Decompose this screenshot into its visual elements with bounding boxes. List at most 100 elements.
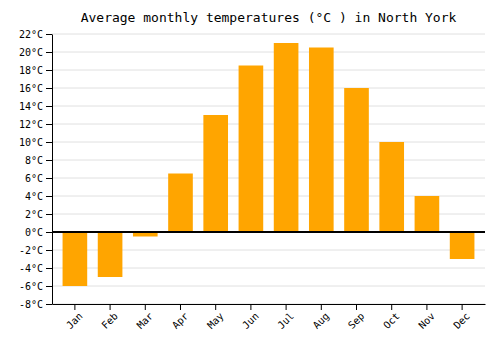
y-tick-mark — [46, 52, 52, 53]
x-tick: Jan — [64, 304, 85, 331]
bar — [415, 196, 440, 232]
y-tick-mark — [46, 268, 52, 269]
x-tick-mark — [286, 304, 287, 310]
x-tick-mark — [462, 304, 463, 310]
x-tick-label: Apr — [170, 310, 191, 331]
x-tick-mark — [145, 304, 146, 310]
bar — [379, 142, 404, 232]
y-tick-label: -6°C — [19, 281, 43, 292]
x-tick-label: Jul — [275, 310, 296, 331]
y-tick: 0°C — [25, 227, 52, 238]
y-axis: -8°C-6°C-4°C-2°C0°C2°C4°C6°C8°C10°C12°C1… — [19, 29, 53, 310]
y-tick: 18°C — [19, 65, 52, 76]
y-tick: 20°C — [19, 47, 52, 58]
bar — [274, 43, 299, 232]
x-tick: Dec — [451, 304, 472, 331]
x-tick: Jun — [240, 304, 261, 331]
x-tick: Sep — [346, 304, 367, 331]
y-tick-label: 8°C — [25, 155, 43, 166]
grid-line — [52, 304, 485, 305]
y-tick-mark — [46, 214, 52, 215]
grid-line — [52, 142, 485, 143]
y-tick-mark — [46, 304, 52, 305]
chart: -8°C-6°C-4°C-2°C0°C2°C4°C6°C8°C10°C12°C1… — [0, 0, 500, 350]
x-tick-label: Oct — [381, 310, 402, 331]
bar — [168, 174, 193, 233]
x-axis-line — [53, 304, 486, 305]
y-tick-mark — [46, 70, 52, 71]
bar — [344, 88, 369, 232]
x-tick-label: Mar — [135, 310, 156, 331]
y-tick-mark — [46, 196, 52, 197]
y-tick-label: 6°C — [25, 173, 43, 184]
x-tick-mark — [110, 304, 111, 310]
y-tick-mark — [46, 250, 52, 251]
bar — [450, 232, 475, 259]
title: Average monthly temperatures (°C ) in No… — [81, 10, 457, 25]
x-tick: Aug — [311, 304, 332, 331]
zero-line — [52, 231, 485, 233]
y-tick-label: 14°C — [19, 101, 43, 112]
x-tick-label: Dec — [451, 310, 472, 331]
x-tick-mark — [250, 304, 251, 310]
y-tick: -4°C — [19, 263, 52, 274]
y-axis-line — [52, 35, 53, 305]
x-tick-label: Feb — [99, 310, 120, 331]
y-tick: 22°C — [19, 29, 52, 40]
y-tick-label: 2°C — [25, 209, 43, 220]
y-tick-mark — [46, 34, 52, 35]
grid — [52, 34, 485, 304]
grid-line — [52, 232, 485, 233]
y-tick-mark — [46, 160, 52, 161]
x-tick-mark — [356, 304, 357, 310]
y-tick-mark — [46, 232, 52, 233]
y-tick: 10°C — [19, 137, 52, 148]
x-axis: Jan Feb Mar Apr May Jun Jul Aug Sep Oct Nov Dec — [53, 304, 486, 331]
y-tick: -8°C — [19, 299, 52, 310]
y-tick: 6°C — [25, 173, 52, 184]
x-tick-mark — [321, 304, 322, 310]
x-tick: Nov — [416, 304, 437, 331]
x-tick-mark — [180, 304, 181, 310]
x-tick-mark — [74, 304, 75, 310]
y-tick-label: 12°C — [19, 119, 43, 130]
grid-line — [52, 34, 485, 35]
y-tick-label: -2°C — [19, 245, 43, 256]
y-tick-label: 22°C — [19, 29, 43, 40]
x-tick-mark — [426, 304, 427, 310]
y-tick-mark — [46, 142, 52, 143]
x-tick: Jul — [275, 304, 296, 331]
grid-line — [52, 88, 485, 89]
x-tick: Feb — [99, 304, 120, 331]
x-tick-mark — [391, 304, 392, 310]
y-tick-label: -4°C — [19, 263, 43, 274]
grid-line — [52, 52, 485, 53]
y-tick: -6°C — [19, 281, 52, 292]
grid-line — [52, 178, 485, 179]
bar — [203, 115, 228, 232]
grid-line — [52, 106, 485, 107]
bar — [239, 66, 264, 233]
y-tick-mark — [46, 106, 52, 107]
y-tick: 12°C — [19, 119, 52, 130]
y-tick-label: 16°C — [19, 83, 43, 94]
y-tick-label: 18°C — [19, 65, 43, 76]
y-tick: 16°C — [19, 83, 52, 94]
y-tick: 2°C — [25, 209, 52, 220]
y-tick-label: 10°C — [19, 137, 43, 148]
x-tick: Oct — [381, 304, 402, 331]
x-tick-label: Sep — [346, 310, 367, 331]
bar — [98, 232, 123, 277]
y-tick-mark — [46, 178, 52, 179]
y-tick: -2°C — [19, 245, 52, 256]
y-tick-label: -8°C — [19, 299, 43, 310]
x-tick-mark — [215, 304, 216, 310]
y-tick: 8°C — [25, 155, 52, 166]
y-tick-mark — [46, 124, 52, 125]
y-tick-label: 0°C — [25, 227, 43, 238]
y-tick-mark — [46, 88, 52, 89]
x-tick-label: May — [205, 310, 226, 331]
x-tick-label: Jan — [64, 310, 85, 331]
x-tick: Mar — [135, 304, 156, 331]
bars — [63, 43, 475, 286]
